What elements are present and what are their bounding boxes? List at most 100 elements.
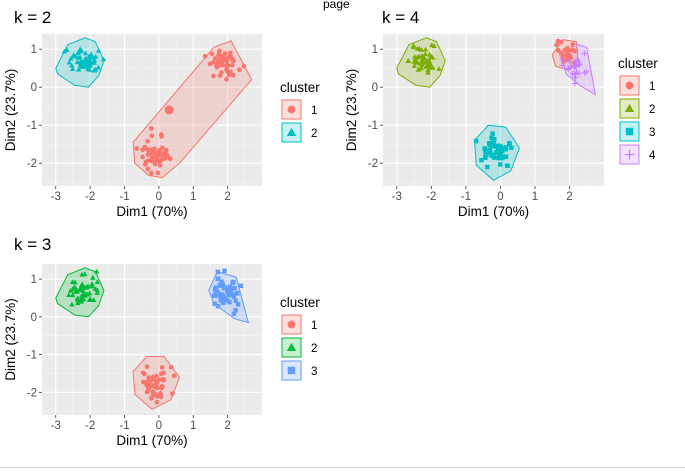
cluster-1-point <box>154 399 160 405</box>
legend-label-2: 2 <box>311 128 317 140</box>
cluster-3-point <box>496 153 502 159</box>
x-tick-label: 0 <box>156 191 162 203</box>
cluster-1-point <box>158 394 164 400</box>
cluster-3-point <box>491 141 496 146</box>
cluster-2-point <box>90 274 96 280</box>
cluster-2-point <box>85 283 91 289</box>
cluster-1-point <box>149 155 155 160</box>
cluster-1-point <box>207 61 213 67</box>
x-tick-label: 1 <box>190 191 196 203</box>
cluster-3-point <box>221 300 226 305</box>
cluster-3-point <box>492 137 497 142</box>
cluster-2-center <box>78 59 88 69</box>
cluster-4-point <box>572 63 579 70</box>
cluster-1-point <box>155 170 161 176</box>
cluster-1-point <box>224 77 229 82</box>
x-tick-label: 2 <box>224 191 230 203</box>
cluster-4-point <box>571 80 578 87</box>
cluster-1-point <box>228 53 233 59</box>
cluster-1-point <box>222 51 228 57</box>
cluster-1-point <box>217 48 222 54</box>
cluster-2-point <box>76 66 82 72</box>
x-axis-label: Dim1 (70%) <box>116 204 187 219</box>
cluster-1-point <box>143 380 149 385</box>
cluster-2-point <box>70 53 77 59</box>
legend-title: cluster <box>280 80 320 95</box>
cluster-1-point <box>149 133 155 139</box>
cluster-4-point <box>559 62 566 69</box>
cluster-1-point <box>555 38 561 44</box>
cluster-2-point <box>76 298 82 304</box>
cluster-1-point <box>145 166 151 172</box>
cluster-3-point <box>213 285 219 290</box>
cluster-3-point <box>509 145 514 150</box>
legend-title: cluster <box>618 56 658 71</box>
cluster-2-point <box>87 296 93 301</box>
cluster-1-point <box>148 150 154 156</box>
x-tick-label: -1 <box>119 420 129 432</box>
x-tick-label: 2 <box>224 420 230 432</box>
cluster-2-point <box>69 66 76 72</box>
cluster-3-point <box>492 143 497 149</box>
cluster-1-point <box>134 146 140 151</box>
cluster-4-point <box>574 56 581 63</box>
x-tick-label: -1 <box>461 191 471 203</box>
legend: cluster 1 2 <box>280 80 320 143</box>
cluster-3-point <box>485 164 490 170</box>
x-tick-label: -3 <box>392 191 402 203</box>
top-clipped-text: page <box>323 0 350 11</box>
cluster-3-point <box>217 282 223 288</box>
cluster-4-point <box>575 62 582 68</box>
legend-label-2: 2 <box>649 104 655 116</box>
cluster-2-point <box>85 54 92 60</box>
cluster-2-point <box>425 69 431 75</box>
y-tick-label: 0 <box>31 312 37 324</box>
cluster-1-point <box>565 45 570 51</box>
x-tick-label: -1 <box>119 191 129 203</box>
cluster-1-point <box>154 385 160 391</box>
cluster-1-point <box>169 391 175 396</box>
cluster-3-point <box>212 301 217 306</box>
y-tick-label: -2 <box>27 158 37 170</box>
cluster-1-point <box>229 62 235 68</box>
cluster-3-point <box>218 298 223 303</box>
cluster-1-point <box>217 53 223 59</box>
legend: cluster 1 2 3 <box>280 295 320 381</box>
cluster-2-point <box>436 66 442 71</box>
cluster-1-point <box>565 53 571 59</box>
cluster-1-point <box>230 72 236 78</box>
cluster-2-point <box>93 268 100 274</box>
legend-symbol-1 <box>287 105 296 114</box>
cluster-1-point <box>152 146 157 152</box>
cluster-2-point <box>61 48 68 54</box>
cluster-1-point <box>159 365 165 370</box>
legend-symbol-2 <box>624 103 635 112</box>
cluster-3-point <box>498 162 503 167</box>
cluster-1-point <box>202 53 208 59</box>
cluster-2-point <box>411 63 418 68</box>
cluster-1-point <box>160 377 165 382</box>
cluster-2-point <box>84 65 91 71</box>
cluster-3-point <box>505 163 511 169</box>
cluster-4-point <box>577 61 583 67</box>
legend-label-2: 2 <box>311 343 317 355</box>
cluster-3-point <box>211 293 217 298</box>
y-axis-label: Dim2 (23.7%) <box>344 69 359 152</box>
cluster-3-point <box>225 289 230 295</box>
cluster-1-point <box>555 48 561 53</box>
cluster-1-point <box>572 48 578 54</box>
cluster-2-point <box>71 286 77 291</box>
cluster-2-point <box>420 57 427 63</box>
y-axis-label: Dim2 (23.7%) <box>3 298 18 381</box>
cluster-1-point <box>148 126 154 131</box>
cluster-3-point <box>228 288 234 294</box>
cluster-2-point <box>415 66 421 72</box>
cluster-2-point <box>422 46 429 52</box>
cluster-3-point <box>491 152 496 158</box>
cluster-2-point <box>417 60 424 66</box>
legend-symbol-1 <box>625 81 634 90</box>
cluster-2-point <box>424 63 431 69</box>
